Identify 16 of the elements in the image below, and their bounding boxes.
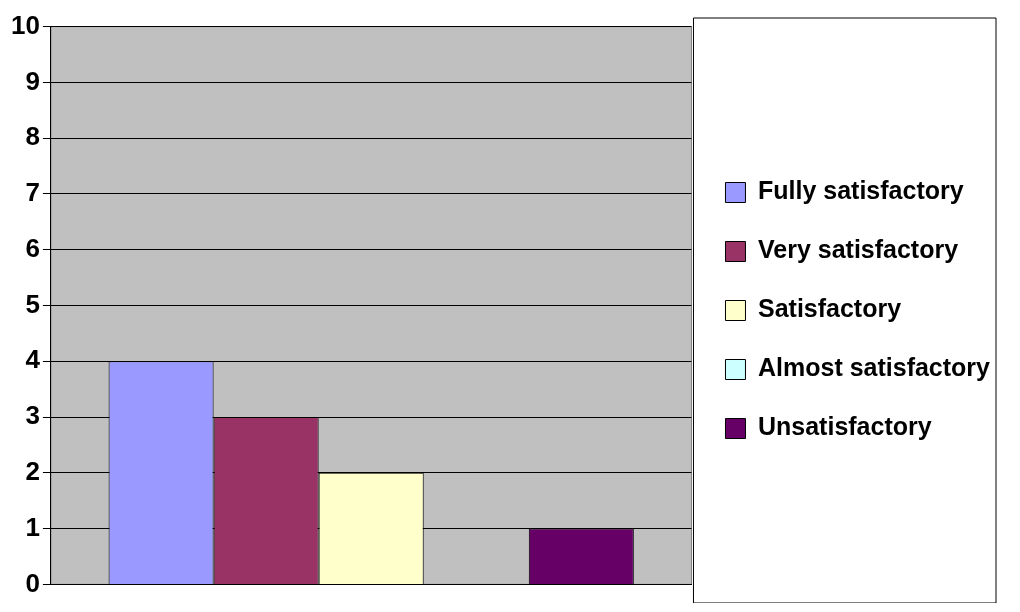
legend-label: Fully satisfactory	[757, 176, 964, 205]
y-tick-label: 4	[25, 344, 41, 375]
y-tick-label: 5	[25, 288, 40, 319]
y-tick-label: 3	[25, 400, 40, 431]
y-tick-label: 8	[25, 121, 40, 152]
legend-label: Unsatisfactory	[757, 412, 932, 441]
legend-label: Almost satisfactory	[757, 353, 991, 382]
y-tick-label: 9	[25, 65, 40, 96]
y-tick-label: 10	[11, 9, 40, 40]
y-tick-label: 7	[25, 177, 40, 208]
legend-label: Very satisfactory	[757, 235, 959, 264]
y-tick-label: 6	[25, 232, 40, 263]
y-tick-label: 2	[25, 456, 40, 487]
y-tick-label: 1	[25, 511, 40, 542]
legend-label: Satisfactory	[757, 294, 902, 323]
y-tick-label: 0	[25, 567, 40, 598]
